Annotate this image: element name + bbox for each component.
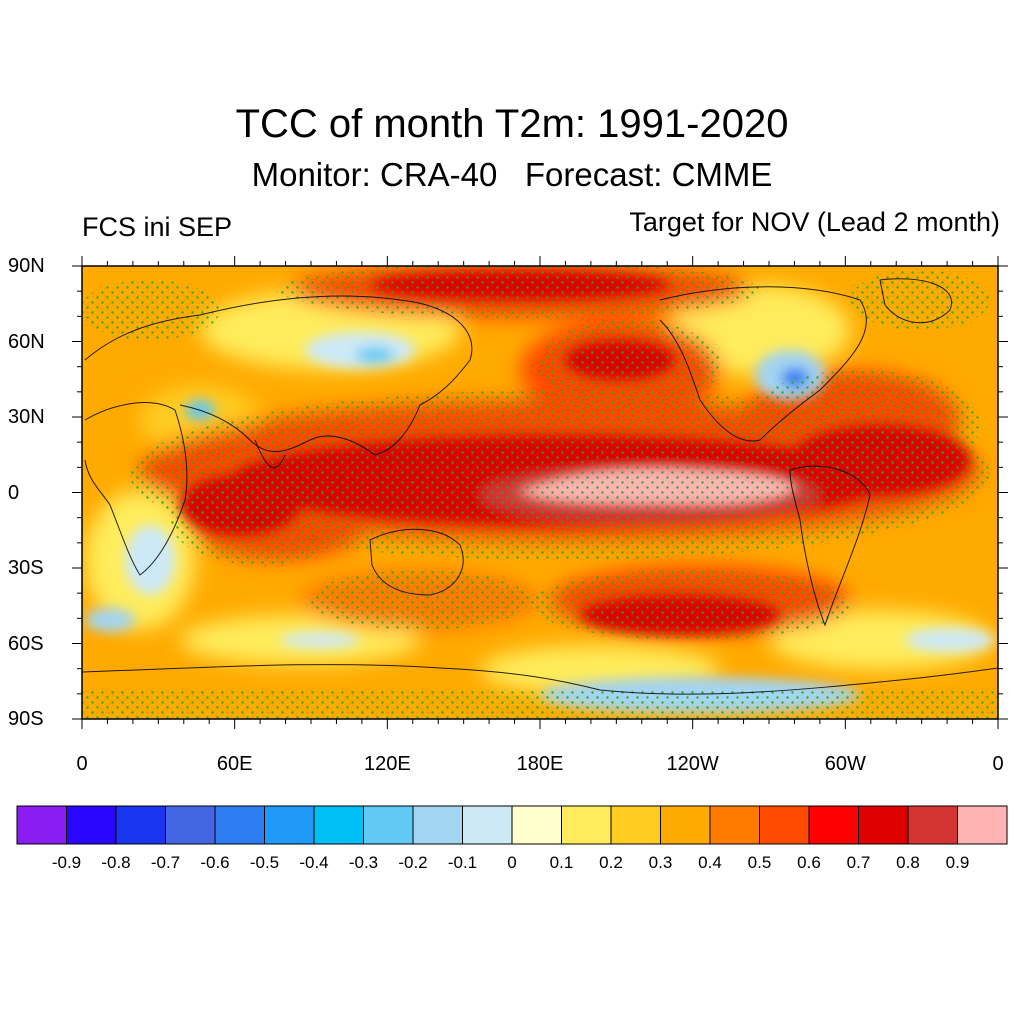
- colorbar-label: 0.3: [648, 853, 673, 872]
- lon-tick-label: 0: [76, 753, 88, 775]
- lon-tick-label: 120W: [666, 753, 719, 775]
- colorbar-label: -0.4: [299, 853, 329, 872]
- lon-tick-label: 180E: [516, 753, 564, 775]
- lon-tick-label: 120E: [363, 753, 411, 775]
- target-label: Target for NOV (Lead 2 month): [629, 207, 1000, 237]
- colorbar-label: 0.4: [698, 853, 722, 872]
- colorbar-label: -0.2: [398, 853, 428, 872]
- colorbar-label: -0.6: [200, 853, 230, 872]
- map-field: [82, 266, 998, 719]
- colorbar-label: 0.8: [896, 853, 920, 872]
- lon-tick-label: 60W: [824, 753, 866, 775]
- lat-tick-label: 60N: [8, 330, 45, 353]
- lon-tick-label: 0: [992, 753, 1004, 775]
- init-label: FCS ini SEP: [82, 212, 233, 242]
- lat-tick-label: 0: [8, 481, 20, 504]
- colorbar-label: -0.1: [447, 853, 478, 872]
- colorbar-label: 0.1: [549, 853, 574, 872]
- chart-title: TCC of month T2m: 1991-2020: [235, 102, 789, 146]
- colorbar-label: 0.5: [747, 853, 772, 872]
- colorbar-label: 0: [507, 853, 517, 872]
- lat-tick-label: 30N: [8, 406, 45, 428]
- axis-ticks: [72, 256, 1008, 729]
- colorbar-label: 0.2: [599, 853, 623, 872]
- lat-tick-label: 90S: [8, 708, 44, 730]
- colorbar-label: -0.3: [348, 853, 379, 872]
- colorbar-label: -0.9: [51, 853, 82, 872]
- colorbar-label: -0.7: [150, 853, 181, 872]
- colorbar-label: 0.7: [846, 853, 871, 872]
- lat-tick-label: 90N: [8, 255, 45, 277]
- colorbar-label: 0.6: [797, 853, 821, 872]
- lat-tick-label: 30S: [8, 557, 44, 579]
- coastlines: [82, 278, 998, 695]
- chart-subtitle: Monitor: CRA-40 Forecast: CMME: [251, 156, 773, 193]
- colorbar-label: -0.5: [249, 853, 280, 872]
- colorbar-label: -0.8: [101, 853, 131, 872]
- lon-tick-label: 60E: [216, 753, 253, 775]
- lat-tick-label: 60S: [8, 632, 44, 655]
- colorbar-label: 0.9: [945, 853, 970, 872]
